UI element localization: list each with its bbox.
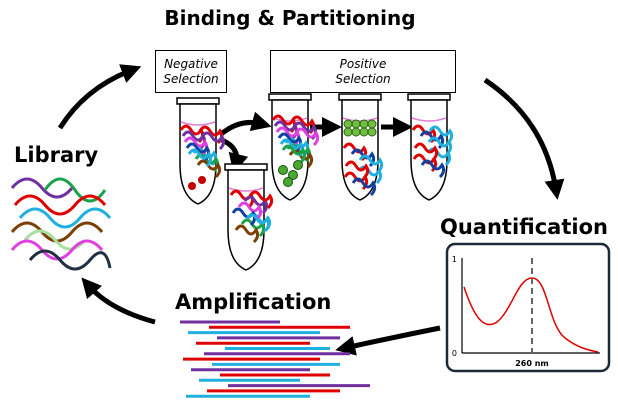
library-strands: [12, 179, 110, 269]
amplified-strands: [180, 322, 370, 396]
bead: [279, 166, 288, 175]
cycle-arrow: [345, 328, 440, 348]
bead: [368, 128, 376, 136]
diagram: 1 0 260 nm Binding & Partitioning Negati…: [0, 0, 618, 403]
bead: [360, 128, 368, 136]
title: Binding & Partitioning: [0, 6, 580, 30]
negative-selection-box: Negative Selection: [155, 50, 227, 93]
positive-selection-box: Positive Selection: [270, 50, 456, 93]
bead: [284, 178, 293, 187]
bead: [344, 120, 352, 128]
bead: [368, 120, 376, 128]
bead: [294, 161, 303, 170]
y-bottom-label: 0: [452, 349, 457, 358]
cycle-arrow: [60, 70, 132, 128]
cycle-arrow: [485, 80, 556, 190]
y-top-label: 1: [452, 255, 457, 264]
library-label: Library: [14, 143, 98, 167]
quantification-label: Quantification: [440, 215, 608, 239]
bead: [344, 128, 352, 136]
cycle-arrow: [88, 285, 155, 322]
bead: [360, 120, 368, 128]
bead: [188, 182, 196, 190]
bead: [352, 128, 360, 136]
bead: [352, 120, 360, 128]
bead: [198, 176, 206, 184]
step-arrow: [220, 122, 262, 135]
amplification-label: Amplification: [175, 290, 331, 314]
x-label: 260 nm: [515, 359, 549, 368]
